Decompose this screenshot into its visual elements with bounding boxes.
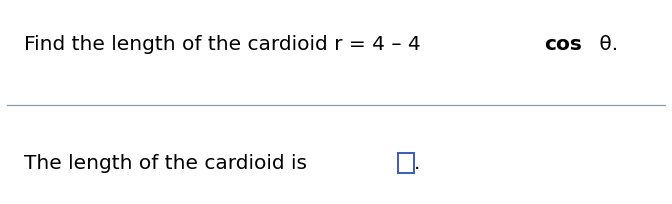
Bar	[398, 153, 414, 173]
Text: The length of the cardioid is: The length of the cardioid is	[24, 154, 313, 173]
Text: Find the length of the cardioid r = 4 – 4: Find the length of the cardioid r = 4 – …	[24, 35, 427, 54]
Text: .: .	[414, 154, 421, 173]
Text: θ.: θ.	[593, 35, 618, 54]
Text: cos: cos	[544, 35, 581, 54]
